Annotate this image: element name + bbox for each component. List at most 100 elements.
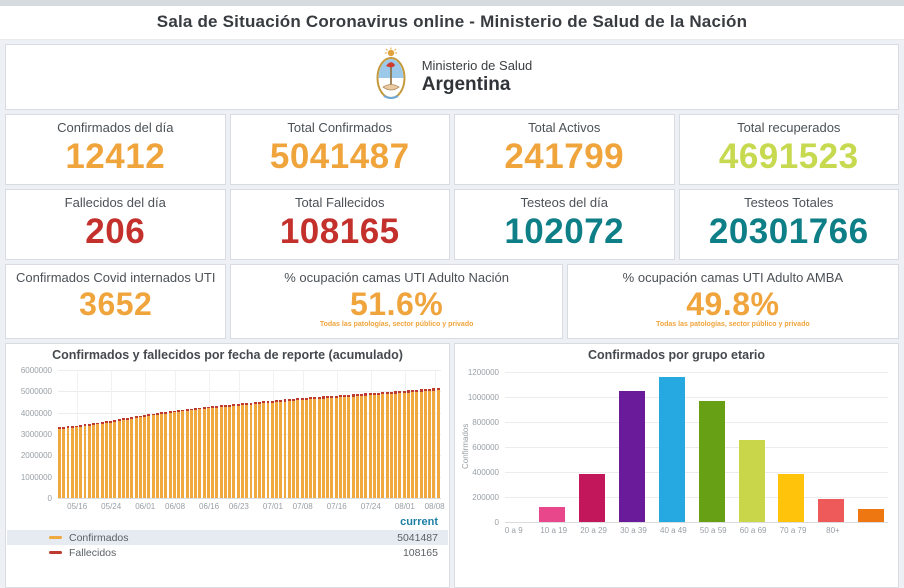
bar-age-70-a-79[interactable] (818, 498, 845, 522)
bar-fallecidos[interactable] (287, 399, 291, 402)
bar-fallecidos[interactable] (360, 393, 364, 396)
bar-fallecidos[interactable] (317, 396, 321, 399)
bar-fallecidos[interactable] (368, 393, 372, 396)
bar-fallecidos[interactable] (151, 413, 155, 416)
bar-fallecidos[interactable] (300, 397, 304, 400)
bar-fallecidos[interactable] (206, 406, 210, 409)
bar-confirmados[interactable] (194, 409, 198, 498)
bar-confirmados[interactable] (113, 421, 117, 498)
bar-fallecidos[interactable] (419, 389, 423, 392)
legend-row-fallecidos[interactable]: Fallecidos 108165 (7, 545, 448, 560)
bar-fallecidos[interactable] (62, 426, 66, 429)
bar-confirmados[interactable] (223, 406, 227, 498)
bar-age-20-a-29[interactable] (618, 391, 645, 522)
bar-fallecidos[interactable] (130, 417, 134, 419)
bar-confirmados[interactable] (249, 404, 253, 498)
bar-confirmados[interactable] (270, 402, 274, 498)
bar-confirmados[interactable] (364, 395, 368, 498)
bar-age-10-a-19[interactable] (578, 473, 605, 522)
bar-age-80+[interactable] (858, 508, 885, 522)
bar-confirmados[interactable] (368, 395, 372, 498)
bar-confirmados[interactable] (185, 410, 189, 498)
bar-fallecidos[interactable] (83, 424, 87, 427)
bar-fallecidos[interactable] (198, 407, 202, 410)
bar-confirmados[interactable] (126, 419, 130, 498)
bar-confirmados[interactable] (266, 403, 270, 498)
legend-row-confirmados[interactable]: Confirmados 5041487 (7, 530, 448, 545)
bar-fallecidos[interactable] (223, 405, 227, 407)
bar-confirmados[interactable] (92, 424, 95, 498)
bar-confirmados[interactable] (398, 393, 402, 498)
bar-confirmados[interactable] (385, 394, 389, 498)
bar-confirmados[interactable] (300, 400, 304, 498)
bar-confirmados[interactable] (181, 411, 185, 498)
bar-fallecidos[interactable] (436, 388, 440, 391)
bar-confirmados[interactable] (419, 391, 423, 498)
bar-confirmados[interactable] (347, 396, 351, 498)
bar-confirmados[interactable] (228, 406, 232, 498)
bar-fallecidos[interactable] (236, 403, 240, 406)
bar-confirmados[interactable] (96, 424, 100, 498)
bar-fallecidos[interactable] (334, 395, 338, 398)
bar-fallecidos[interactable] (385, 391, 389, 395)
bar-fallecidos[interactable] (185, 409, 189, 411)
bar-fallecidos[interactable] (266, 401, 270, 404)
bar-fallecidos[interactable] (296, 398, 300, 401)
bar-confirmados[interactable] (58, 428, 61, 498)
bar-confirmados[interactable] (253, 404, 257, 498)
bar-fallecidos[interactable] (240, 403, 244, 406)
bar-fallecidos[interactable] (270, 400, 274, 403)
bar-confirmados[interactable] (202, 408, 206, 498)
bar-age-50-a-59[interactable] (738, 439, 765, 522)
bar-fallecidos[interactable] (330, 395, 334, 398)
bar-fallecidos[interactable] (398, 391, 402, 394)
bar-confirmados[interactable] (355, 396, 359, 498)
bar-confirmados[interactable] (283, 401, 287, 498)
bar-fallecidos[interactable] (109, 420, 113, 423)
bar-confirmados[interactable] (428, 391, 432, 498)
bar-fallecidos[interactable] (338, 395, 342, 398)
bar-confirmados[interactable] (143, 416, 147, 498)
bar-fallecidos[interactable] (347, 394, 351, 397)
bar-fallecidos[interactable] (258, 401, 261, 404)
bar-fallecidos[interactable] (143, 414, 147, 417)
bar-fallecidos[interactable] (121, 418, 125, 421)
bar-confirmados[interactable] (321, 398, 325, 498)
bar-confirmados[interactable] (406, 392, 410, 498)
bar-fallecidos[interactable] (160, 412, 164, 415)
bar-fallecidos[interactable] (168, 411, 172, 414)
bar-fallecidos[interactable] (70, 426, 74, 428)
bar-confirmados[interactable] (381, 394, 385, 498)
bar-fallecidos[interactable] (415, 389, 419, 393)
bar-fallecidos[interactable] (406, 390, 410, 393)
bar-confirmados[interactable] (372, 395, 376, 498)
bar-fallecidos[interactable] (126, 417, 130, 420)
bar-fallecidos[interactable] (432, 388, 436, 391)
bar-confirmados[interactable] (164, 413, 168, 498)
bar-age-60-a-69[interactable] (778, 473, 805, 522)
bar-confirmados[interactable] (206, 408, 210, 498)
bar-fallecidos[interactable] (58, 427, 61, 429)
bar-fallecidos[interactable] (343, 394, 347, 398)
bar-fallecidos[interactable] (355, 394, 359, 397)
bar-fallecidos[interactable] (100, 421, 104, 424)
bar-confirmados[interactable] (117, 421, 121, 498)
bar-confirmados[interactable] (415, 392, 419, 498)
bar-fallecidos[interactable] (228, 404, 232, 407)
bar-confirmados[interactable] (189, 410, 193, 498)
bar-confirmados[interactable] (338, 397, 342, 498)
bar-confirmados[interactable] (155, 414, 159, 498)
bar-confirmados[interactable] (70, 427, 74, 498)
bar-confirmados[interactable] (360, 395, 364, 498)
bar-fallecidos[interactable] (377, 392, 381, 395)
bar-confirmados[interactable] (279, 401, 283, 498)
bar-fallecidos[interactable] (147, 414, 151, 416)
bar-fallecidos[interactable] (394, 391, 398, 394)
bar-fallecidos[interactable] (87, 423, 91, 426)
bar-confirmados[interactable] (351, 396, 355, 498)
bar-confirmados[interactable] (317, 398, 321, 498)
bar-fallecidos[interactable] (155, 413, 159, 415)
bar-confirmados[interactable] (232, 406, 236, 498)
bar-confirmados[interactable] (304, 399, 308, 498)
bar-confirmados[interactable] (411, 392, 415, 498)
